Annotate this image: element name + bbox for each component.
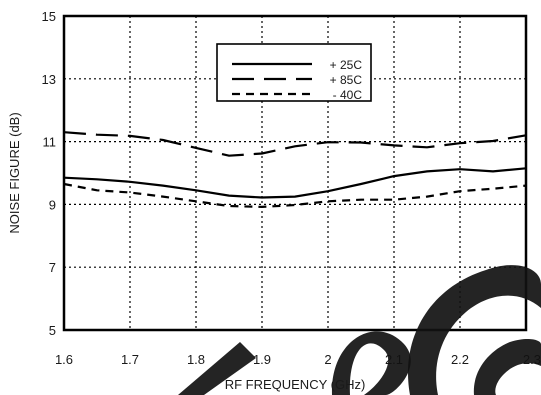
- legend-label: + 85C: [330, 73, 363, 87]
- watermark-shapes: [178, 265, 541, 395]
- x-tick-label: 2: [324, 352, 331, 367]
- series-lines: [63, 131, 527, 209]
- watermark-stroke-1: [178, 342, 256, 395]
- series-line: [63, 182, 527, 209]
- y-axis-title: NOISE FIGURE (dB): [7, 112, 22, 233]
- y-tick-label: 15: [42, 9, 56, 24]
- y-tick-label: 13: [42, 72, 56, 87]
- legend: + 25C+ 85C- 40C: [216, 43, 372, 102]
- y-tick-label: 11: [43, 135, 57, 150]
- watermark-stroke-3: [408, 265, 541, 395]
- plot-frame: [62, 14, 528, 332]
- x-tick-label: 1.8: [187, 352, 205, 367]
- legend-items: + 25C+ 85C- 40C: [232, 58, 362, 102]
- x-tick-label: 1.6: [55, 352, 73, 367]
- series-line: [63, 131, 527, 157]
- watermark-stroke-4: [473, 338, 541, 395]
- watermark-stroke-2: [331, 331, 411, 395]
- x-tick-labels: 1.61.71.81.922.12.22.3: [55, 352, 541, 367]
- y-tick-label: 7: [49, 260, 56, 275]
- x-tick-label: 1.9: [253, 352, 271, 367]
- legend-label: - 40C: [333, 88, 363, 102]
- y-tick-labels: 5 7 9 11 13 15: [42, 9, 56, 338]
- x-tick-label: 1.7: [121, 352, 139, 367]
- y-tick-label: 9: [49, 197, 56, 212]
- x-tick-label: 2.2: [451, 352, 469, 367]
- grid: [64, 16, 526, 330]
- x-axis-title: RF FREQUENCY (GHz): [225, 377, 366, 392]
- legend-box: [216, 43, 372, 102]
- legend-label: + 25C: [330, 58, 363, 72]
- series-line: [63, 167, 527, 199]
- y-tick-label: 5: [49, 323, 56, 338]
